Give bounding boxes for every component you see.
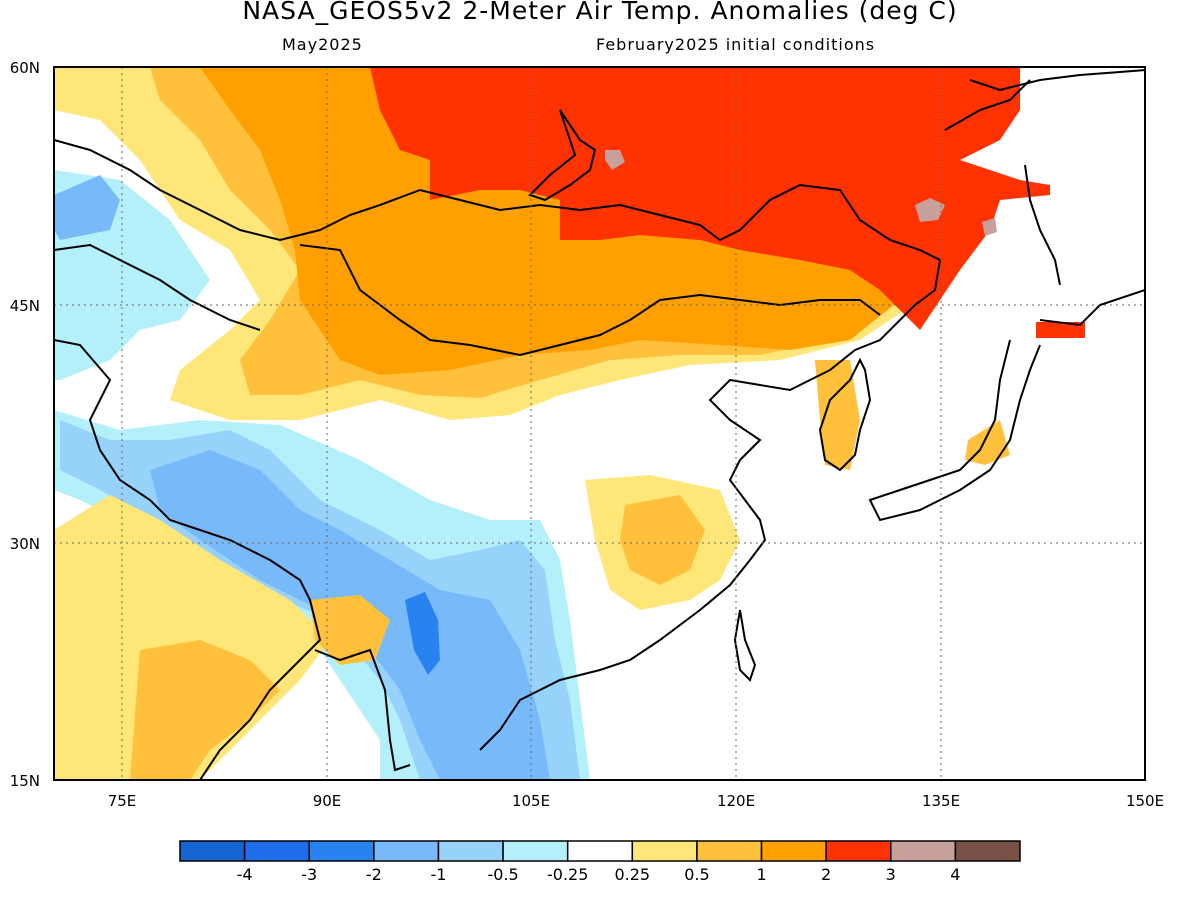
colorbar-swatch xyxy=(890,840,957,862)
anomaly-region-pink-2 xyxy=(915,198,945,222)
anomaly-region-orange-india xyxy=(130,640,280,780)
colorbar-level-label: 0.5 xyxy=(684,865,709,884)
lat-tick-label: 45N xyxy=(10,297,40,315)
anomaly-region-pink-3 xyxy=(982,218,997,236)
lon-tick-label: 105E xyxy=(512,792,550,810)
anomaly-region-deepblue-yunnan xyxy=(405,592,440,675)
anomaly-fields xyxy=(54,67,1145,780)
colorbar-swatch xyxy=(243,840,310,862)
chart-title: NASA_GEOS5v2 2-Meter Air Temp. Anomalies… xyxy=(242,0,958,25)
lon-tick-label: 150E xyxy=(1126,792,1164,810)
colorbar-swatch xyxy=(760,840,827,862)
colorbar: -4 -3 -2 -1 -0.5 -0.25 0.25 0.5 1 2 3 4 xyxy=(179,840,1021,884)
colorbar-swatch xyxy=(825,840,892,862)
lon-tick-label: 120E xyxy=(717,792,755,810)
colorbar-level-label: 0.25 xyxy=(614,865,650,884)
colorbar-swatch xyxy=(502,840,569,862)
lon-tick-label: 90E xyxy=(313,792,342,810)
colorbar-level-label: 3 xyxy=(886,865,896,884)
valid-month-label: May2025 xyxy=(282,35,363,54)
colorbar-swatch xyxy=(308,840,375,862)
colorbar-swatch xyxy=(179,840,246,862)
colorbar-swatch xyxy=(437,840,504,862)
anomaly-region-orange-bangladesh xyxy=(310,595,390,665)
anomaly-region-red-northeast xyxy=(370,67,1050,330)
coastlines xyxy=(54,69,1145,780)
colorbar-level-label: 2 xyxy=(821,865,831,884)
anomaly-region-pink-1 xyxy=(605,150,625,170)
colorbar-swatch xyxy=(631,840,698,862)
lon-tick-label: 135E xyxy=(922,792,960,810)
colorbar-swatch xyxy=(696,840,763,862)
colorbar-swatch xyxy=(373,840,440,862)
colorbar-level-label: 4 xyxy=(950,865,960,884)
colorbar-swatch xyxy=(954,840,1021,862)
gridlines xyxy=(54,67,1145,780)
colorbar-level-label: -2 xyxy=(366,865,382,884)
anomaly-region-red-hokkaido xyxy=(1036,322,1085,338)
colorbar-level-label: -0.5 xyxy=(487,865,518,884)
anomaly-region-orange-central-china xyxy=(620,495,705,585)
map-frame xyxy=(53,66,1146,781)
colorbar-swatch xyxy=(566,840,634,862)
init-conditions-label: February2025 initial conditions xyxy=(596,35,876,54)
colorbar-level-label: -3 xyxy=(301,865,317,884)
colorbar-level-label: -0.25 xyxy=(547,865,588,884)
lat-tick-label: 15N xyxy=(10,772,40,790)
colorbar-level-label: -4 xyxy=(237,865,253,884)
colorbar-level-label: -1 xyxy=(430,865,446,884)
lat-tick-label: 60N xyxy=(10,59,40,77)
lon-tick-label: 75E xyxy=(108,792,137,810)
colorbar-level-label: 1 xyxy=(756,865,766,884)
anomaly-region-orange-korea xyxy=(815,360,860,470)
lat-tick-label: 30N xyxy=(10,535,40,553)
anomaly-region-blue-northwest xyxy=(54,175,120,240)
